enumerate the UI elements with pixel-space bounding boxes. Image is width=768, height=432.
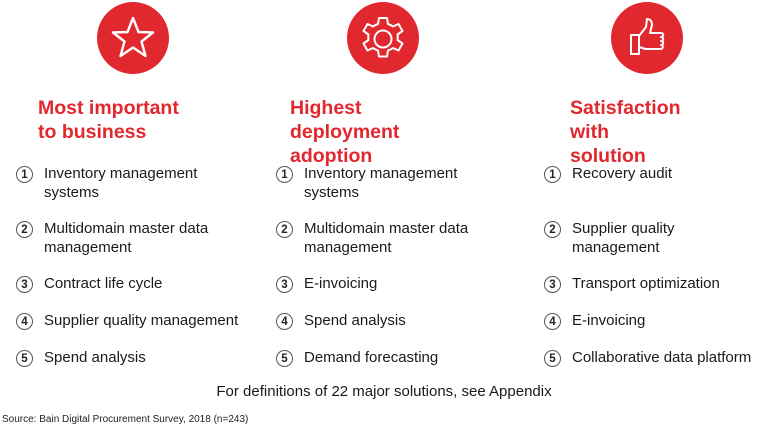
list-item: 3 Contract life cycle xyxy=(16,274,276,293)
item-label: Transport optimization xyxy=(572,275,720,292)
title-line: to business xyxy=(38,121,147,143)
rank-badge: 5 xyxy=(16,350,33,367)
list-item: 4 Supplier quality management xyxy=(16,311,286,330)
rank-badge: 5 xyxy=(276,350,293,367)
list-item: 1 Inventory management systems xyxy=(276,164,496,202)
rank-badge: 4 xyxy=(276,313,293,330)
list-item: 5 Collaborative data platform xyxy=(544,348,768,367)
title-line: Most important xyxy=(38,97,179,119)
column-title: Highest deployment adoption xyxy=(290,96,399,168)
title-line: Highest deployment xyxy=(290,97,400,143)
gear-icon xyxy=(347,2,419,74)
rank-badge: 1 xyxy=(276,166,293,183)
list-item: 1 Recovery audit xyxy=(544,164,768,183)
thumbs-up-icon xyxy=(611,2,683,74)
title-line: adoption xyxy=(290,145,373,167)
star-icon xyxy=(97,2,169,74)
item-label: Inventory management systems xyxy=(304,165,458,201)
appendix-note: For definitions of 22 major solutions, s… xyxy=(216,383,552,400)
list-item: 2 Multidomain master data management xyxy=(276,219,511,257)
rank-badge: 2 xyxy=(544,221,561,238)
rank-badge: 3 xyxy=(16,276,33,293)
rank-badge: 2 xyxy=(16,221,33,238)
title-line: solution xyxy=(570,145,646,167)
rank-badge: 3 xyxy=(544,276,561,293)
rank-badge: 4 xyxy=(16,313,33,330)
source-note: Source: Bain Digital Procurement Survey,… xyxy=(2,414,249,425)
rank-badge: 1 xyxy=(544,166,561,183)
item-label: Supplier quality management xyxy=(44,312,239,329)
list-item: 3 Transport optimization xyxy=(544,274,768,293)
title-line: Satisfaction with xyxy=(570,97,681,143)
list-item: 5 Demand forecasting xyxy=(276,348,536,367)
column-title: Satisfaction with solution xyxy=(570,96,681,168)
item-label: E-invoicing xyxy=(572,312,646,329)
item-label: Supplier quality management xyxy=(572,220,675,256)
item-label: E-invoicing xyxy=(304,275,378,292)
item-label: Multidomain master data management xyxy=(44,220,209,256)
item-label: Recovery audit xyxy=(572,165,673,182)
rank-badge: 3 xyxy=(276,276,293,293)
rank-badge: 1 xyxy=(16,166,33,183)
list-item: 4 Spend analysis xyxy=(276,311,536,330)
list-item: 3 E-invoicing xyxy=(276,274,536,293)
list-item: 2 Supplier quality management xyxy=(544,219,724,257)
list-item: 5 Spend analysis xyxy=(16,348,276,367)
list-item: 4 E-invoicing xyxy=(544,311,768,330)
rank-badge: 4 xyxy=(544,313,561,330)
column-title: Most important to business xyxy=(38,96,179,144)
item-label: Inventory management systems xyxy=(44,165,198,201)
item-label: Collaborative data platform xyxy=(572,349,752,366)
item-label: Spend analysis xyxy=(304,312,406,329)
item-label: Multidomain master data management xyxy=(304,220,469,256)
rank-badge: 2 xyxy=(276,221,293,238)
item-label: Demand forecasting xyxy=(304,349,439,366)
list-item: 1 Inventory management systems xyxy=(16,164,236,202)
rank-badge: 5 xyxy=(544,350,561,367)
item-label: Contract life cycle xyxy=(44,275,163,292)
list-item: 2 Multidomain master data management xyxy=(16,219,251,257)
item-label: Spend analysis xyxy=(44,349,146,366)
